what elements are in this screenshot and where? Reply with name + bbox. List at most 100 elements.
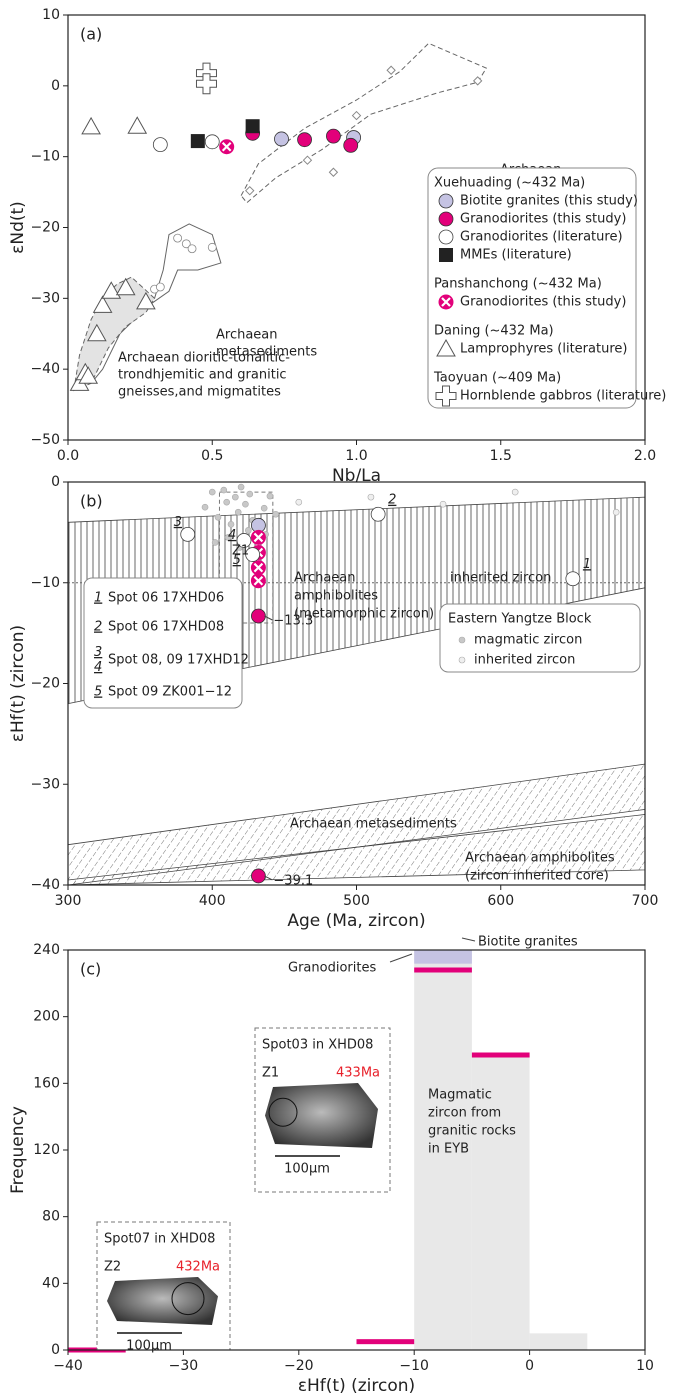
marker (173, 233, 183, 243)
scale-label: 100μm (284, 1162, 330, 1177)
x-tick-label: 1.0 (345, 448, 367, 464)
marker (220, 486, 228, 494)
annotation: Z1 (232, 544, 249, 559)
y-tick-label: 0 (51, 474, 60, 490)
marker (343, 137, 359, 153)
marker (127, 116, 148, 134)
y-tick-label: −10 (30, 575, 60, 591)
marker (246, 490, 254, 498)
marker (101, 281, 122, 299)
panel-label: (b) (80, 492, 103, 511)
inset-age: 432Ma (176, 1260, 220, 1275)
grain-image (265, 1083, 378, 1148)
marker (251, 868, 266, 884)
y-axis-label: εNd(t) (8, 201, 28, 254)
marker (236, 533, 252, 548)
leader (264, 875, 273, 881)
spot-key: 3 (94, 645, 102, 660)
x-tick-label: −10 (399, 1358, 429, 1374)
spot-key: 4 (94, 660, 102, 675)
marker (367, 493, 375, 501)
legend-label: Lamprophyres (literature) (460, 342, 627, 357)
y-tick-label: 80 (42, 1209, 60, 1225)
y-tick-label: 10 (42, 7, 60, 23)
level-block (414, 949, 472, 964)
marker (115, 277, 136, 296)
legend-label: Granodiorites (this study) (460, 212, 626, 227)
x-axis-label: Nb/La (332, 466, 381, 486)
point-label: 1 (583, 557, 591, 572)
annotation: granitic rocks (428, 1124, 516, 1139)
value-label: −13.3 (273, 613, 313, 628)
marker-cross (221, 141, 232, 152)
y-tick-label: −50 (30, 432, 60, 448)
marker-cross (253, 575, 264, 586)
marker-cross (253, 532, 264, 543)
level-bar (414, 967, 472, 973)
legend-group: Panshanchong (~432 Ma) (434, 277, 602, 292)
value-label: −39.1 (273, 873, 313, 888)
marker (242, 500, 249, 508)
marker-cross (441, 297, 451, 307)
legend-group: Daning (~432 Ma) (434, 324, 554, 339)
marker (245, 547, 261, 562)
x-tick-label: −30 (169, 1358, 199, 1374)
spot-label: Spot 06 17XHD06 (108, 591, 224, 606)
marker (386, 65, 396, 75)
marker (232, 493, 239, 501)
legend-marker (458, 656, 466, 664)
marker (351, 110, 362, 121)
marker (272, 510, 280, 518)
marker (181, 239, 191, 249)
legend-marker (438, 211, 454, 227)
spot-box (83, 577, 243, 709)
y-tick-label: −20 (30, 220, 60, 236)
point-label: 4 (228, 528, 236, 543)
legend-marker (435, 385, 457, 407)
marker (195, 73, 217, 95)
legend-marker (439, 248, 453, 262)
y-tick-label: −40 (30, 877, 60, 893)
marker (565, 571, 581, 587)
y-tick-label: 0 (51, 1342, 60, 1358)
marker (250, 529, 266, 545)
y-tick-label: −10 (30, 149, 60, 165)
x-tick-label: 700 (632, 893, 659, 909)
x-tick-label: 400 (199, 893, 226, 909)
legend-box (439, 603, 641, 673)
x-tick-label: 500 (343, 893, 370, 909)
level-bar (356, 1339, 415, 1345)
histogram-bar (529, 1333, 588, 1350)
annotation: Archaean amphibolites (465, 851, 615, 866)
leader (461, 937, 476, 942)
marker (439, 500, 447, 508)
annotation: amphibolites (294, 589, 378, 604)
marker (207, 242, 217, 252)
marker (612, 508, 620, 516)
panel-label: (c) (80, 960, 101, 979)
annotation: zircon from (428, 1106, 501, 1121)
y-tick-label: 40 (42, 1275, 60, 1291)
annotation: inherited zircon (450, 571, 551, 586)
y-tick-label: −30 (30, 776, 60, 792)
histogram-bar (414, 950, 472, 1350)
x-tick-label: 0 (525, 1358, 534, 1374)
legend-marker (438, 294, 454, 310)
marker (180, 526, 196, 542)
inset-grain: Z1 (262, 1066, 279, 1081)
marker (297, 132, 312, 148)
annotation: Archaean dioritic-tonalitic- (118, 351, 290, 366)
x-axis-label: εHf(t) (zircon) (298, 1376, 415, 1396)
marker (227, 521, 235, 528)
annotation: (zircon inherited core) (465, 869, 609, 884)
legend-marker (458, 636, 466, 644)
leader (264, 615, 273, 621)
y-tick-label: −30 (30, 290, 60, 306)
annotation: Archaean (216, 328, 278, 343)
y-axis-label: εHf(t) (zircon) (8, 625, 28, 742)
marker (78, 366, 99, 384)
marker (251, 608, 266, 624)
marker (472, 76, 483, 86)
